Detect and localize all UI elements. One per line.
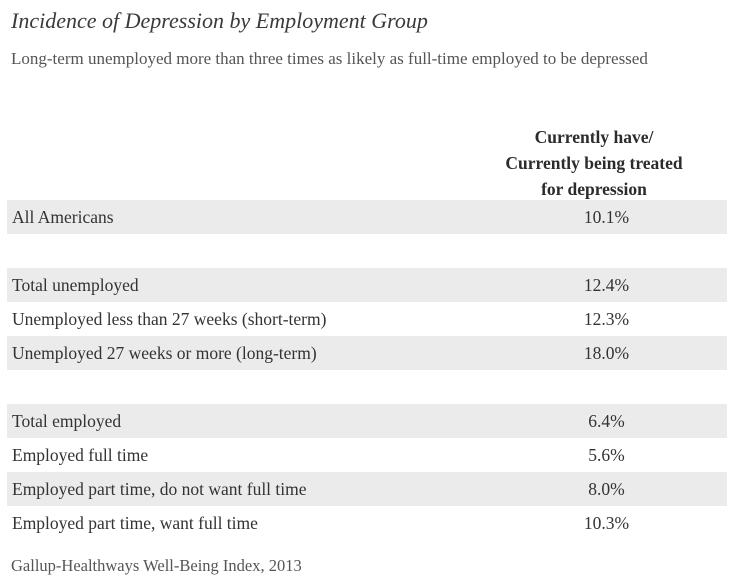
table-row: Employed part time, want full time 10.3%	[7, 506, 727, 540]
row-label: Employed part time, do not want full tim…	[12, 478, 307, 499]
table-row: Employed part time, do not want full tim…	[7, 472, 727, 506]
row-value: 12.3%	[583, 308, 630, 329]
chart-title: Incidence of Depression by Employment Gr…	[11, 8, 428, 33]
row-value: 8.0%	[588, 478, 625, 499]
table-row: Unemployed less than 27 weeks (short-ter…	[7, 302, 727, 336]
table-spacer-row	[7, 234, 727, 268]
row-label: Employed part time, want full time	[12, 512, 258, 533]
chart-subtitle: Long-term unemployed more than three tim…	[11, 49, 648, 68]
column-header-line-3: for depression	[541, 179, 647, 199]
table-row: Total unemployed 12.4%	[7, 268, 727, 302]
table-row: Employed full time 5.6%	[7, 438, 727, 472]
row-value: 10.1%	[583, 206, 630, 227]
row-value: 12.4%	[583, 274, 630, 295]
row-label: All Americans	[12, 206, 114, 227]
row-label: Unemployed less than 27 weeks (short-ter…	[12, 308, 327, 329]
table-row: Total employed 6.4%	[7, 404, 727, 438]
row-value: 6.4%	[588, 410, 625, 431]
row-label: Unemployed 27 weeks or more (long-term)	[12, 342, 317, 363]
row-value: 10.3%	[583, 512, 630, 533]
row-label: Total unemployed	[12, 274, 139, 295]
table-row: Unemployed 27 weeks or more (long-term) 1…	[7, 336, 727, 370]
row-value: 5.6%	[588, 444, 625, 465]
table-spacer-row	[7, 370, 727, 404]
column-header-line-2: Currently being treated	[505, 153, 683, 173]
table-row: All Americans 10.1%	[7, 200, 727, 234]
column-header: Currently have/ Currently being treated …	[470, 124, 718, 202]
data-table: All Americans 10.1% Total unemployed 12.4% U…	[7, 200, 727, 540]
row-label: Employed full time	[12, 444, 149, 465]
row-label: Total employed	[12, 410, 122, 431]
column-header-line-1: Currently have/	[534, 127, 654, 147]
row-value: 18.0%	[583, 342, 630, 363]
source-note: Gallup-Healthways Well-Being Index, 2013	[11, 556, 302, 575]
